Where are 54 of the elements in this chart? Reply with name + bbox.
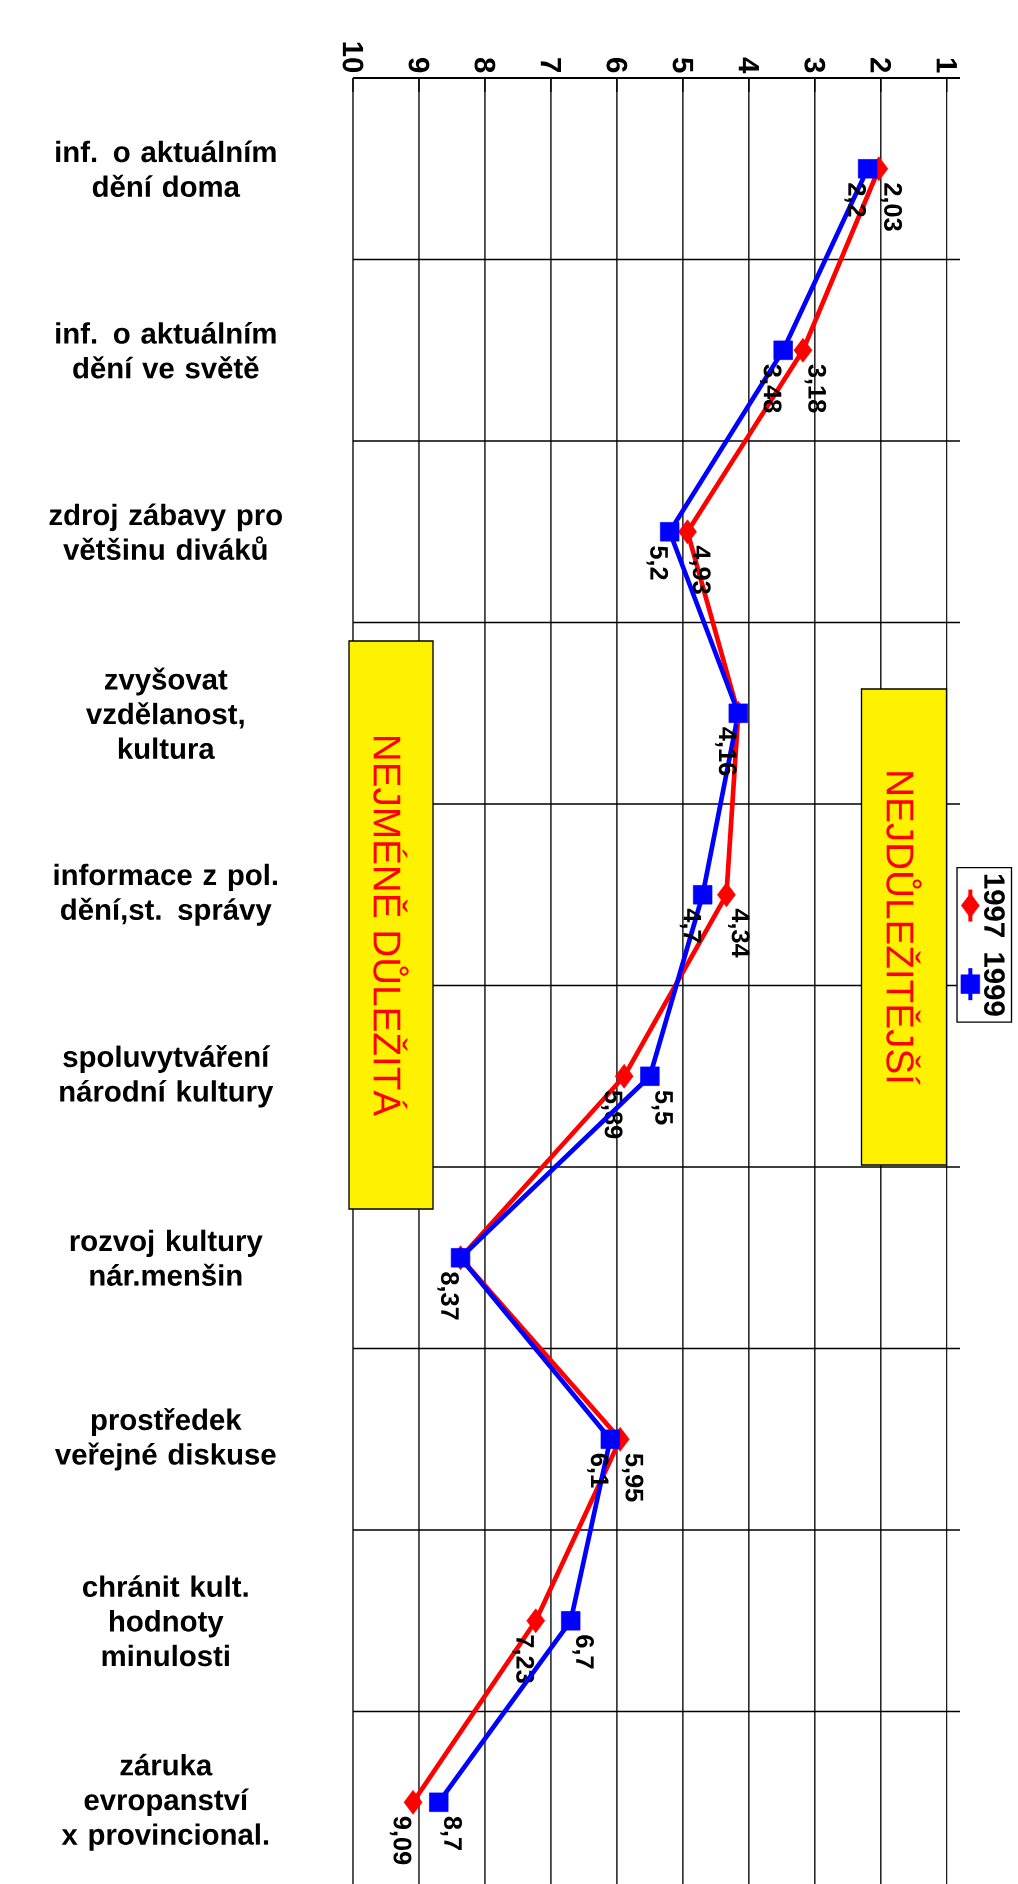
point — [561, 1611, 581, 1631]
point — [660, 522, 680, 542]
y-tick-label: inf. o aktuálním dění doma — [56, 140, 276, 198]
data-label: 2,03 — [880, 183, 903, 231]
data-label: 3,48 — [759, 364, 782, 413]
point — [600, 1429, 620, 1449]
point — [857, 159, 878, 179]
point — [429, 1792, 449, 1812]
y-tick-label: zvyšovat vzdělanost, kultura — [86, 667, 244, 760]
x-tick-label: 9 — [408, 58, 430, 73]
data-label: 8,7 — [440, 1816, 462, 1850]
x-tick-label: 6 — [606, 58, 628, 73]
legend-label: 1997 — [984, 874, 1005, 937]
data-label: 8,37 — [437, 1272, 459, 1320]
point — [678, 519, 697, 545]
data-label: 9,09 — [389, 1816, 412, 1865]
point — [773, 340, 793, 360]
point — [693, 885, 713, 905]
data-label: 5,95 — [621, 1453, 644, 1502]
data-label: 2,2 — [844, 183, 867, 217]
data-label: 5,2 — [646, 546, 669, 580]
data-label: 4,93 — [689, 545, 711, 594]
x-tick-label: 1 — [936, 58, 957, 73]
data-label: 4,34 — [728, 908, 750, 958]
x-tick-label: 7 — [540, 58, 562, 73]
x-tick-label: 4 — [738, 57, 759, 74]
data-label: 4,16 — [715, 727, 737, 776]
x-tick-label: 2 — [870, 58, 892, 73]
data-label: 6,7 — [572, 1635, 594, 1669]
data-label: 4,7 — [679, 908, 702, 943]
annotation: NEJDŮLEŽITĚJŠÍ — [886, 772, 922, 1085]
point — [640, 1066, 660, 1086]
legend-label: 1999 — [984, 953, 1005, 1016]
data-label: 6,1 — [587, 1453, 609, 1488]
x-tick-label: 8 — [474, 57, 496, 73]
x-tick-label: 5 — [672, 57, 694, 73]
y-tick-label: prostředek veřejné diskuse — [55, 1407, 276, 1471]
y-tick-label: informace z pol. dění,st. správy — [54, 863, 278, 926]
annotation: NEJMÉNĚ DŮLEŽITÁ — [373, 736, 409, 1117]
point — [717, 882, 736, 908]
point — [793, 337, 813, 363]
y-tick-label: zdroj zábavy pro většinu diváků — [49, 503, 282, 561]
x-tick-label: 10 — [342, 42, 364, 73]
data-label: 5,5 — [651, 1090, 673, 1125]
y-tick-label: spoluvytváření národní kultury — [60, 1044, 274, 1108]
y-tick-label: inf. o aktuálním dění ve světě — [56, 322, 276, 379]
data-label: 3,18 — [804, 364, 827, 413]
y-tick-label: rozvoj kultury nár.menšin — [70, 1229, 263, 1286]
point — [403, 1789, 423, 1815]
point — [526, 1608, 546, 1634]
y-tick-label: chránit kult. hodnoty minulosti — [82, 1575, 248, 1667]
x-tick-label: 3 — [804, 57, 826, 73]
y-tick-label: záruka evropanství x provincional. — [61, 1753, 269, 1851]
point — [614, 1063, 634, 1089]
